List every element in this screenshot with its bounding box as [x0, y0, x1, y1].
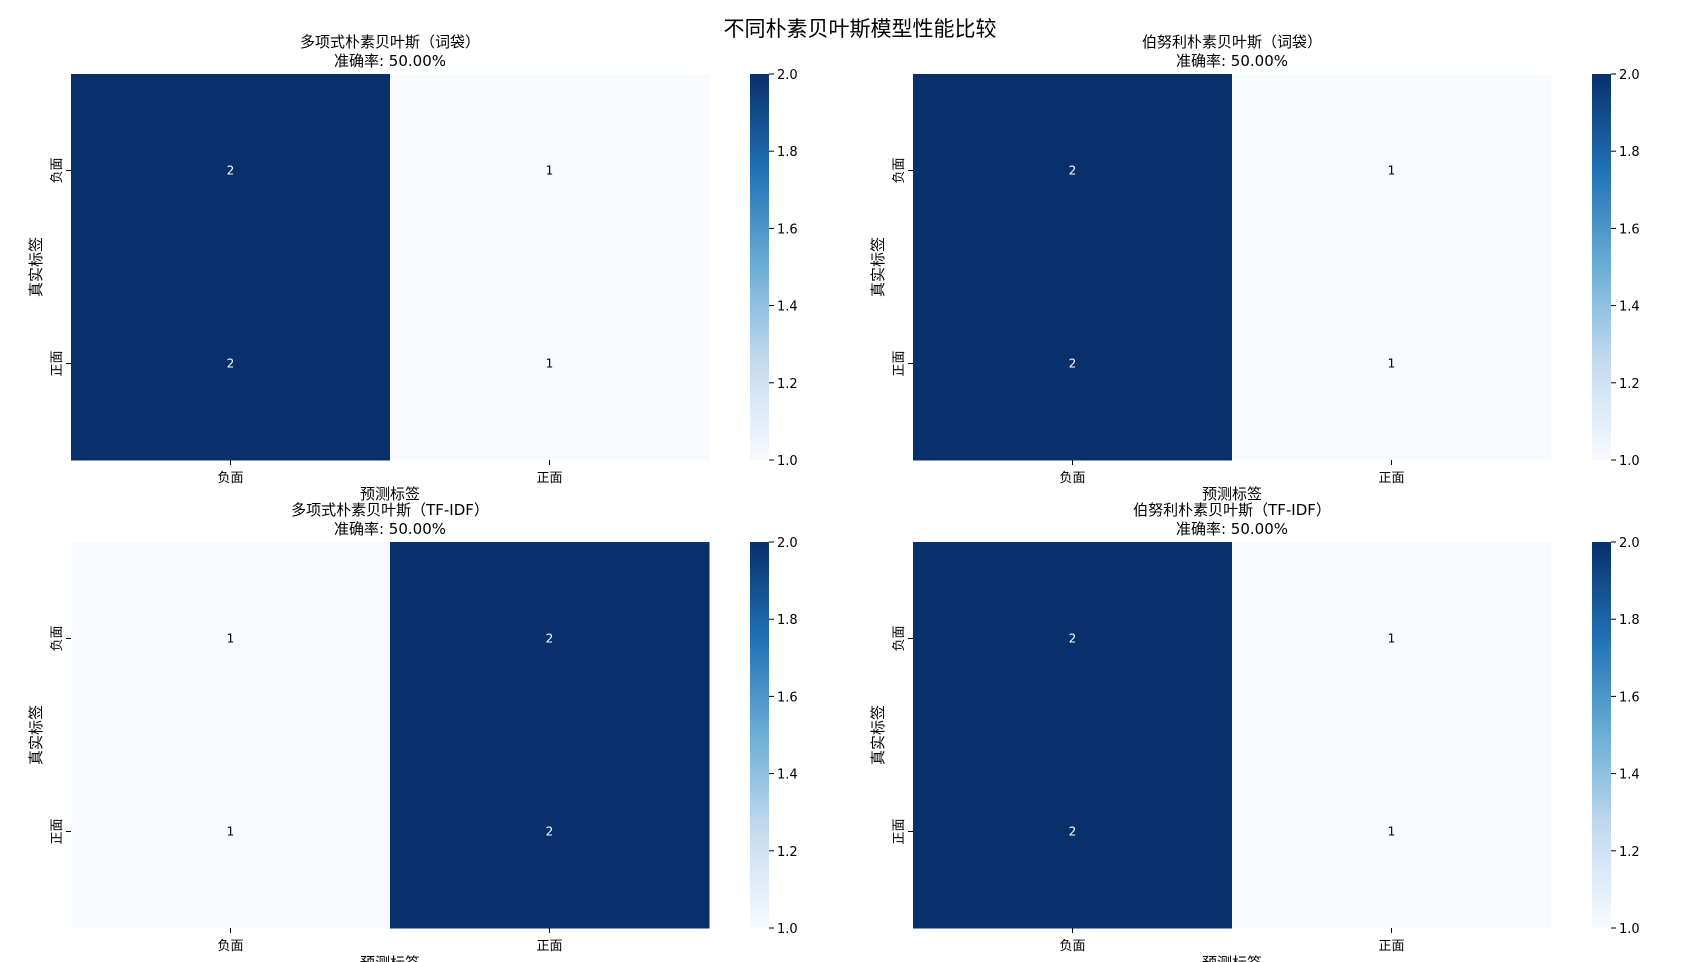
x-tick-label: 正面 [1378, 939, 1404, 954]
colorbar-tick-label: 1.4 [1619, 300, 1640, 315]
cell-value-label: 2 [1069, 164, 1077, 178]
y-tick-label: 负面 [892, 625, 907, 651]
colorbar-tick-label: 2.0 [1619, 68, 1640, 83]
colorbar [1592, 74, 1611, 460]
x-tick-label: 负面 [1059, 471, 1085, 486]
colorbar-tick-label: 1.2 [1619, 377, 1640, 392]
colorbar-tick-label: 1.6 [777, 222, 798, 237]
heatmap-cell [71, 267, 391, 461]
x-tick-label: 正面 [536, 471, 562, 486]
figure-suptitle: 不同朴素贝叶斯模型性能比较 [724, 17, 997, 41]
cell-value-label: 1 [227, 632, 235, 646]
colorbar-tick-label: 2.0 [1619, 536, 1640, 551]
colorbar-tick-label: 1.2 [1619, 845, 1640, 860]
colorbar-tick-label: 2.0 [777, 536, 798, 551]
y-tick-label: 负面 [892, 157, 907, 183]
x-tick-label: 负面 [217, 471, 243, 486]
heatmap-panel-2: 伯努利朴素贝叶斯（词袋）准确率: 50.00%2 12 1负面 正面负面正面预测标签真… [869, 33, 1640, 503]
colorbar-tick-label: 1.8 [777, 613, 798, 628]
panel-accuracy: 准确率: 50.00% [1176, 52, 1288, 70]
heatmap-cell [1232, 735, 1552, 929]
colorbar [1592, 542, 1611, 928]
heatmap-cell [913, 542, 1233, 736]
heatmap-cell [390, 74, 710, 268]
cell-value-label: 1 [227, 825, 235, 839]
y-axis-label: 真实标签 [27, 705, 45, 765]
panel-title: 伯努利朴素贝叶斯（词袋） [1142, 33, 1322, 51]
heatmap-cell [1232, 74, 1552, 268]
colorbar-tick-label: 1.4 [777, 300, 798, 315]
heatmap-panel-3: 多项式朴素贝叶斯（TF-IDF）准确率: 50.00%1212负面正面负面正面预… [27, 501, 798, 962]
colorbar-tick-label: 1.6 [777, 690, 798, 705]
cell-value-label: 2 [1069, 632, 1077, 646]
cell-value-label: 2 [1069, 825, 1077, 839]
colorbar [750, 74, 769, 460]
colorbar-tick-label: 1.6 [1619, 690, 1640, 705]
colorbar-tick-label: 1.4 [777, 768, 798, 783]
cell-value-label: 2 [546, 825, 554, 839]
y-axis-label: 真实标签 [27, 237, 45, 297]
cell-value-label: 1 [1388, 357, 1396, 371]
panel-title: 多项式朴素贝叶斯（TF-IDF） [291, 501, 489, 519]
y-axis-label: 真实标签 [869, 237, 887, 297]
cell-value-label: 2 [227, 164, 235, 178]
cell-value-label: 1 [1388, 632, 1396, 646]
colorbar-tick-label: 1.8 [1619, 613, 1640, 628]
panel-accuracy: 准确率: 50.00% [1176, 520, 1288, 538]
heatmap-cell [913, 74, 1233, 268]
heatmap-cell [390, 267, 710, 461]
x-axis-label: 预测标签 [360, 485, 420, 503]
x-tick-label: 负面 [217, 939, 243, 954]
panel-title: 伯努利朴素贝叶斯（TF-IDF） [1133, 501, 1331, 519]
colorbar-tick-label: 1.2 [777, 377, 798, 392]
x-tick-label: 正面 [1378, 471, 1404, 486]
colorbar-tick-label: 2.0 [777, 68, 798, 83]
x-axis-label: 预测标签 [1202, 954, 1262, 962]
heatmap-cell [913, 267, 1233, 461]
x-axis-label: 预测标签 [360, 954, 420, 962]
heatmap-cell [390, 542, 710, 736]
cell-value-label: 2 [546, 632, 554, 646]
cell-value-label: 2 [227, 357, 235, 371]
panel-title: 多项式朴素贝叶斯（词袋） [300, 33, 480, 51]
colorbar-tick-label: 1.0 [777, 454, 798, 469]
colorbar [750, 542, 769, 928]
heatmap-cell [71, 735, 391, 929]
heatmap-cell [1232, 267, 1552, 461]
colorbar-tick-label: 1.2 [777, 845, 798, 860]
cell-value-label: 1 [546, 357, 554, 371]
x-axis-label: 预测标签 [1202, 485, 1262, 503]
heatmap-panel-4: 伯努利朴素贝叶斯（TF-IDF）准确率: 50.00%2121负面正面负面正面预… [869, 501, 1640, 962]
heatmap-cell [71, 542, 391, 736]
cell-value-label: 1 [546, 164, 554, 178]
y-tick-label: 负面 [50, 625, 65, 651]
panel-accuracy: 准确率: 50.00% [334, 52, 446, 70]
heatmap-cell [913, 735, 1233, 929]
y-tick-label: 负面 [50, 157, 65, 183]
colorbar-tick-label: 1.4 [1619, 768, 1640, 783]
y-axis-label: 真实标签 [869, 705, 887, 765]
cell-value-label: 1 [1388, 825, 1396, 839]
colorbar-tick-label: 1.6 [1619, 222, 1640, 237]
y-tick-label: 正面 [892, 350, 907, 376]
cell-value-label: 1 [1388, 164, 1396, 178]
colorbar-tick-label: 1.0 [777, 922, 798, 937]
heatmap-cell [1232, 542, 1552, 736]
x-tick-label: 正面 [536, 939, 562, 954]
panel-accuracy: 准确率: 50.00% [334, 520, 446, 538]
heatmap-cell [390, 735, 710, 929]
y-tick-label: 正面 [892, 818, 907, 844]
colorbar-tick-label: 1.8 [777, 145, 798, 160]
y-tick-label: 正面 [50, 818, 65, 844]
colorbar-tick-label: 1.0 [1619, 922, 1640, 937]
cell-value-label: 2 [1069, 357, 1077, 371]
colorbar-tick-label: 1.8 [1619, 145, 1640, 160]
x-tick-label: 负面 [1059, 939, 1085, 954]
heatmap-panel-1: 多项式朴素贝叶斯（词袋）准确率: 50.00%2 12 1负面 正面负面正面预测标签真… [27, 33, 798, 503]
y-tick-label: 正面 [50, 350, 65, 376]
heatmap-cell [71, 74, 391, 268]
colorbar-tick-label: 1.0 [1619, 454, 1640, 469]
